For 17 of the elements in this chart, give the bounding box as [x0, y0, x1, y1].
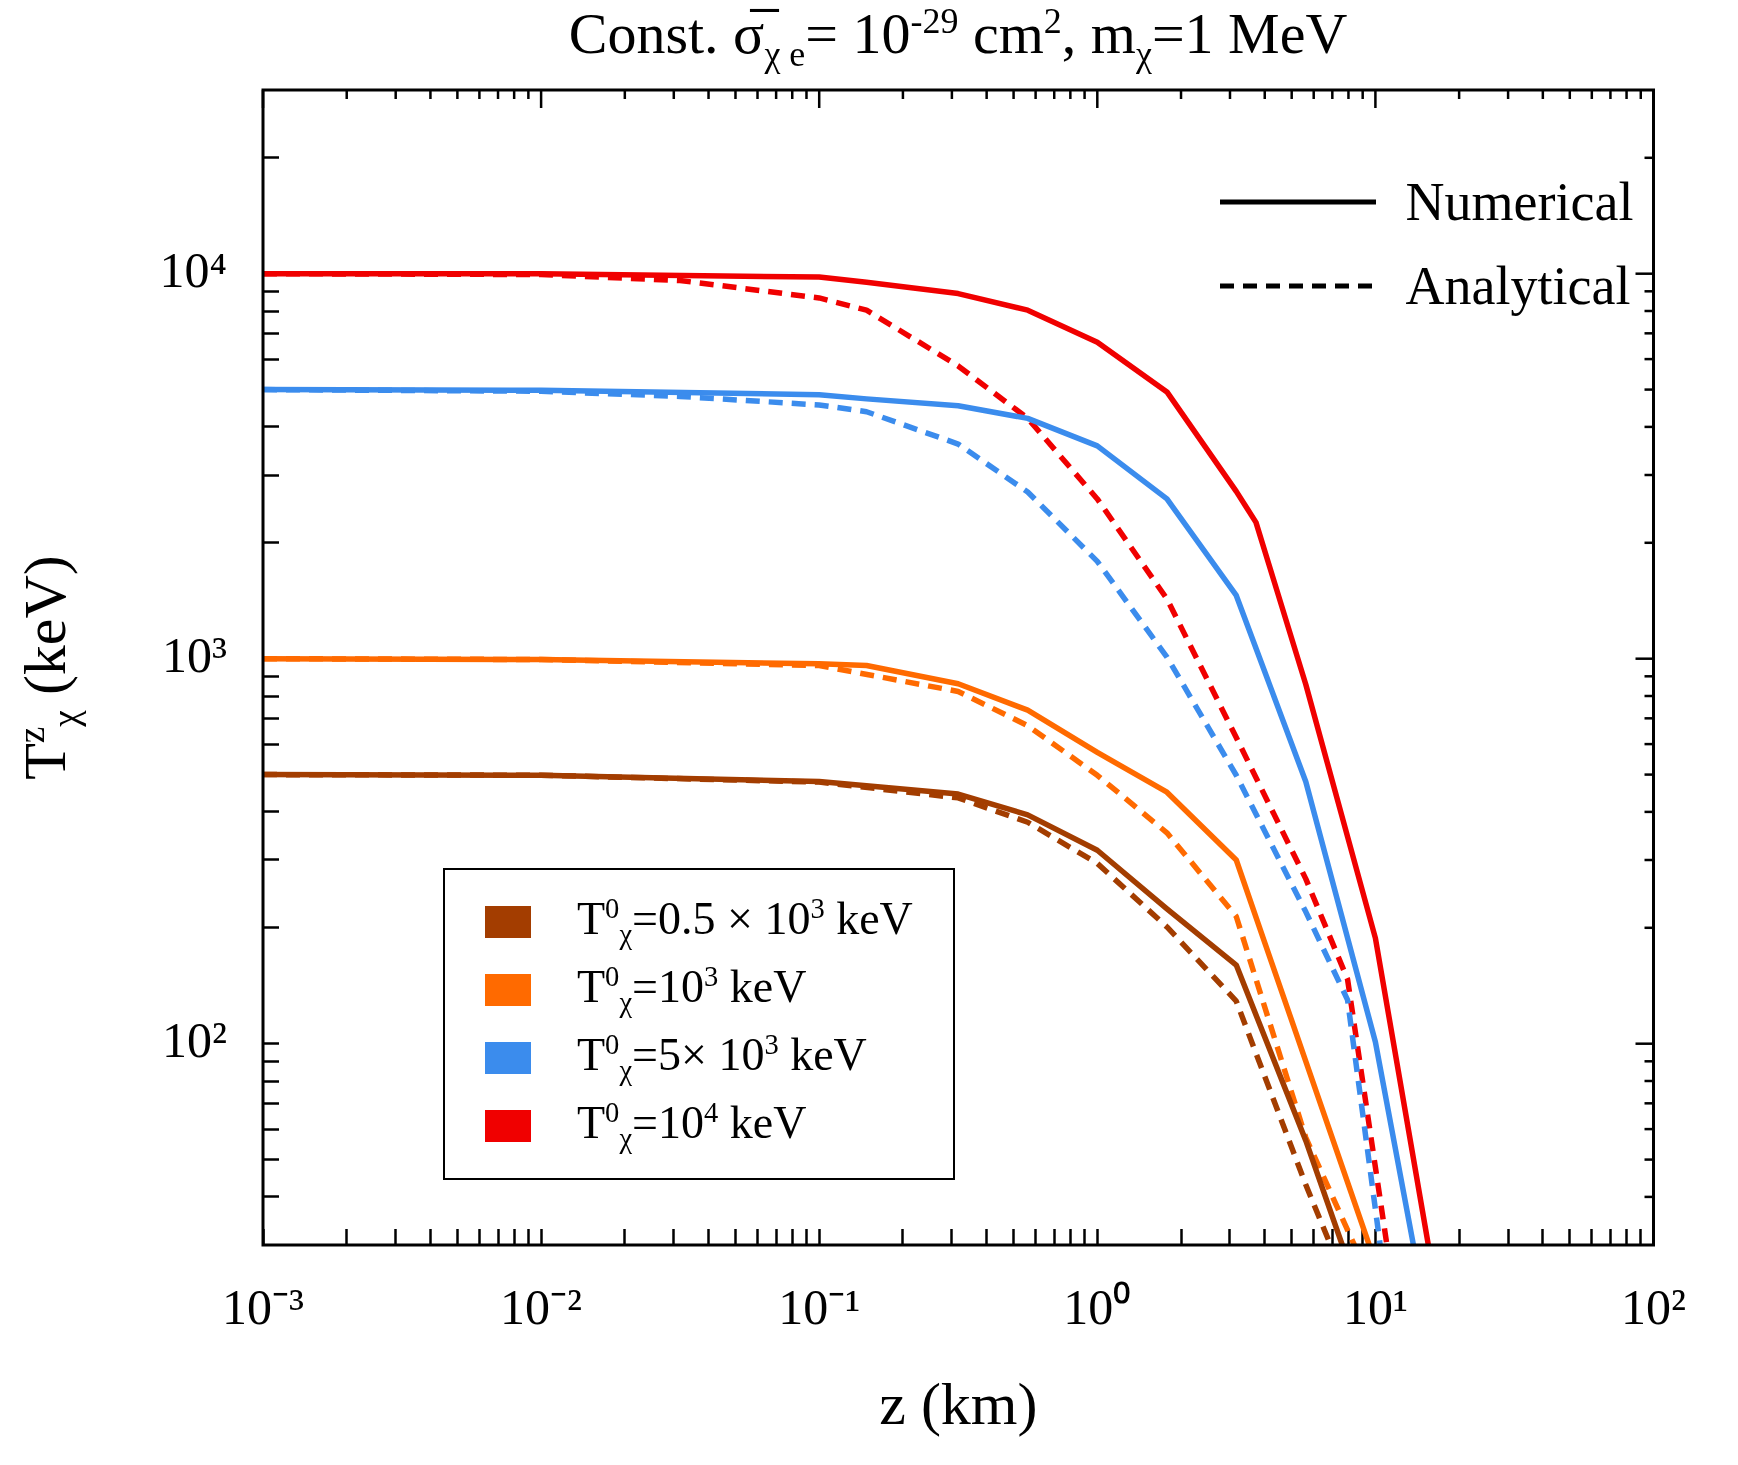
- y-tick-label: 10³: [162, 626, 227, 683]
- y-tick-label: 10²: [162, 1011, 227, 1068]
- x-tick-label: 10⁻³: [222, 1279, 304, 1336]
- annotation: Numerical: [1405, 171, 1634, 233]
- x-tick-label: 10¹: [1342, 1279, 1408, 1336]
- x-tick-label: 10⁰: [1063, 1279, 1132, 1336]
- annotation: Analytical: [1405, 255, 1631, 317]
- x-tick-label: 10²: [1621, 1279, 1686, 1336]
- x-axis-title: z (km): [879, 1370, 1038, 1439]
- chart-title: Const. σ̅$_{χ e}$= 10$^{-29}$ cm$^{2}$, m$_{χ}$=1 MeV: [568, 1, 1348, 74]
- legend-label: T$^{0}$$_{χ}$=5× 10$^{3}$ keV: [577, 1028, 867, 1088]
- legend-label: T$^{0}$$_{χ}$=0.5 × 10$^{3}$ keV: [577, 892, 913, 952]
- legend-label: T$^{0}$$_{χ}$=10$^{3}$ keV: [577, 960, 807, 1020]
- x-tick-label: 10⁻¹: [778, 1279, 861, 1336]
- legend-label: T$^{0}$$_{χ}$=10$^{4}$ keV: [577, 1096, 807, 1156]
- y-tick-label: 10⁴: [159, 241, 227, 298]
- x-tick-label: 10⁻²: [500, 1279, 583, 1336]
